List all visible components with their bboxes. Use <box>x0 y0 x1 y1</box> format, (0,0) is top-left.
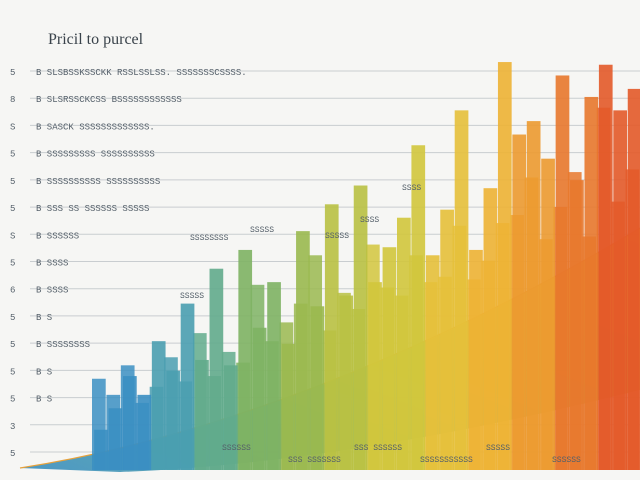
bar-s2-3 <box>123 376 137 470</box>
bar-s2-31 <box>526 121 541 470</box>
row-label: B S <box>36 313 52 323</box>
bar-label: SSSSS <box>325 232 349 241</box>
y-tick-label: 5 <box>10 68 15 78</box>
y-tick-label: 3 <box>10 422 15 432</box>
x-annotation-label: SSSSSSSSSSS <box>420 456 473 465</box>
bar-s2-24 <box>425 255 440 470</box>
y-tick-label: 5 <box>10 367 15 377</box>
bar-s2-17 <box>324 204 339 471</box>
row-label: B SASCK SSSSSSSSSSSSS. <box>36 122 155 132</box>
x-annotation-label: SSSSS <box>486 444 510 453</box>
y-tick-label: 5 <box>10 177 15 187</box>
row-label: B SLSBSSKSSCKK RSSLSSLSS. SSSSSSSCSSSS. <box>36 68 247 78</box>
bar-s2-7 <box>180 303 195 470</box>
chart-title: Pricil to purcel <box>48 31 144 48</box>
bar-s2-23 <box>411 145 426 470</box>
bar-label: SSSSS <box>250 226 274 235</box>
y-tick-label: S <box>10 122 15 132</box>
y-tick-label: 5 <box>10 259 15 269</box>
bar-s2-9 <box>209 268 224 470</box>
bar-s2-14 <box>281 343 296 470</box>
bar-s2-11 <box>238 249 253 470</box>
y-tick-label: 5 <box>10 313 15 323</box>
x-annotation-label: SSSSSS <box>222 444 251 453</box>
bar-s2-8 <box>195 359 209 470</box>
y-tick-label: 6 <box>10 286 15 296</box>
bar-s2-38 <box>627 88 640 470</box>
bar-s2-28 <box>483 188 498 470</box>
bar-s2-30 <box>512 134 527 471</box>
x-annotation-label: SSSSSS <box>552 456 581 465</box>
bar-s2-19 <box>353 185 368 470</box>
row-label: B SSSSSS <box>36 231 79 241</box>
y-tick-label: 5 <box>10 449 15 459</box>
bar-label: SSSS <box>360 216 379 225</box>
row-label: B S <box>36 395 52 405</box>
y-tick-label: 5 <box>10 340 15 350</box>
row-label: B SSSS <box>36 286 68 296</box>
bar-s2-15 <box>296 231 310 470</box>
row-label: B SSSS <box>36 259 68 269</box>
x-annotation-label: SSS SSSSSSS <box>288 456 341 465</box>
y-tick-label: S <box>10 231 15 241</box>
bar-s2-21 <box>382 247 397 470</box>
bar-s2-1 <box>94 429 108 470</box>
y-tick-label: 5 <box>10 204 15 214</box>
bar-s2-26 <box>454 110 469 470</box>
bar-s2-32 <box>541 158 555 471</box>
bar-s2-5 <box>151 341 166 470</box>
bar-s2-10 <box>223 365 238 470</box>
row-label: B S <box>36 367 52 377</box>
bar-s2-27 <box>469 249 483 470</box>
bar-s2-13 <box>267 282 281 470</box>
row-label: B SSSSSSSSSS SSSSSSSSSS <box>36 177 160 187</box>
bar-s2-6 <box>166 370 180 470</box>
bar-s2-29 <box>497 62 512 471</box>
bar-s2-18 <box>339 295 354 470</box>
row-label: B SLSRSSCKCSS BSSSSSSSSSSSS <box>36 95 182 105</box>
bar-label: SSSSS <box>180 292 204 301</box>
bar-s2-22 <box>397 217 411 470</box>
row-label: B SSSSSSSS <box>36 340 90 350</box>
bar-s2-33 <box>555 75 570 470</box>
bar-s2-25 <box>440 209 454 470</box>
bar-s2-35 <box>584 96 599 471</box>
bar-s2-4 <box>137 394 152 470</box>
row-label: B SSSSSSSSS SSSSSSSSSS <box>36 150 155 160</box>
x-annotation-label: SSS SSSSSS <box>354 444 402 453</box>
bar-label: SSSSSSSS <box>190 234 229 243</box>
y-tick-label: 5 <box>10 150 15 160</box>
y-tick-label: 8 <box>10 95 15 105</box>
bar-label: SSSS <box>402 184 421 193</box>
bar-s2-20 <box>368 282 382 470</box>
y-tick-label: 5 <box>10 395 15 405</box>
bar-s2-34 <box>570 180 584 470</box>
bar-s2-12 <box>252 327 267 470</box>
bar-s2-2 <box>108 408 123 470</box>
row-label: B SSS SS SSSSSS SSSSS <box>36 204 149 214</box>
bar-s2-16 <box>310 306 325 470</box>
bar-s2-36 <box>598 64 613 471</box>
bar-s2-37 <box>613 110 628 470</box>
